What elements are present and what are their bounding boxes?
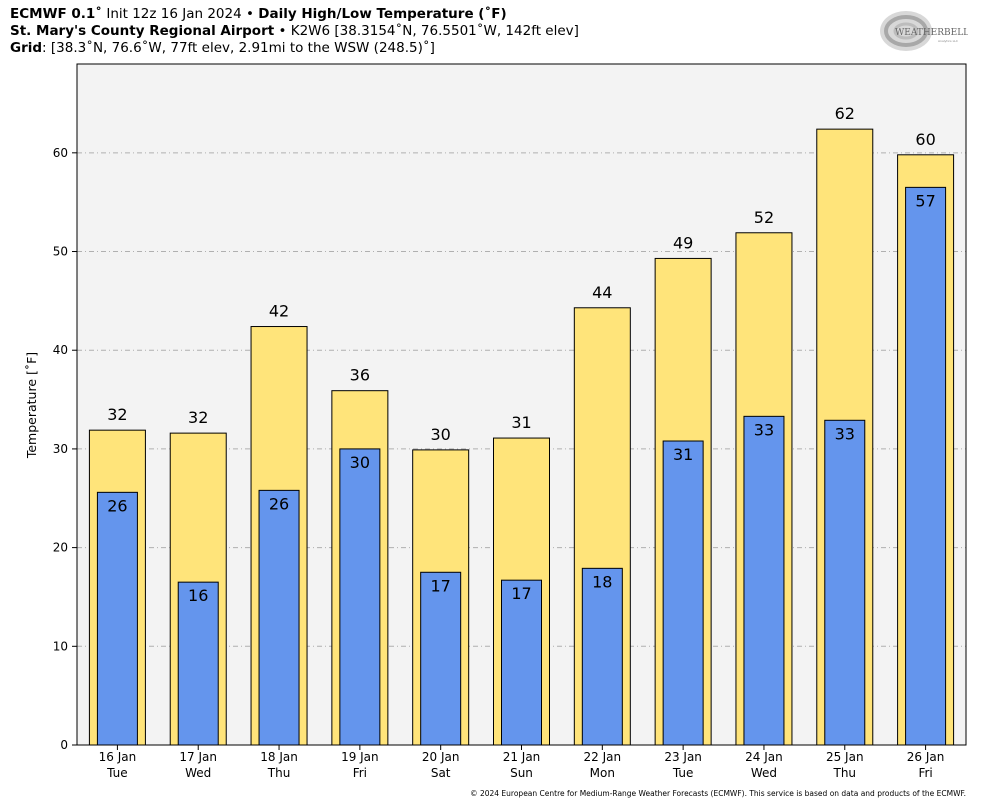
chart-header-line-1: ECMWF 0.1˚ Init 12z 16 Jan 2024 • Daily … xyxy=(10,6,507,23)
y-tick-label: 60 xyxy=(53,146,68,160)
x-tick-date: 21 Jan xyxy=(503,750,541,764)
high-temp-label: 31 xyxy=(511,413,531,432)
copyright-footer: © 2024 European Centre for Medium-Range … xyxy=(470,789,966,798)
low-temp-label: 31 xyxy=(673,445,693,464)
weatherbell-logo: WEATHERBELL Analytics LLC xyxy=(880,11,968,51)
low-temp-bar xyxy=(420,571,462,746)
low-temp-label: 26 xyxy=(107,496,127,515)
high-temp-label: 52 xyxy=(754,208,774,227)
low-temp-bar xyxy=(339,448,381,746)
x-tick-weekday: Sat xyxy=(431,766,451,780)
low-temp-label: 30 xyxy=(350,453,370,472)
low-temp-label: 26 xyxy=(269,494,289,513)
low-temp-bar xyxy=(743,415,785,746)
x-tick-date: 17 Jan xyxy=(179,750,217,764)
x-tick-date: 16 Jan xyxy=(99,750,137,764)
x-tick-date: 25 Jan xyxy=(826,750,864,764)
low-temp-label: 17 xyxy=(511,584,531,603)
high-temp-label: 32 xyxy=(188,408,208,427)
low-temp-label: 33 xyxy=(835,424,855,443)
grid-detail: : [38.3˚N, 76.6˚W, 77ft elev, 2.91mi to … xyxy=(42,40,435,56)
y-tick-label: 10 xyxy=(53,639,68,653)
high-temp-label: 36 xyxy=(350,366,370,385)
x-tick-date: 20 Jan xyxy=(422,750,460,764)
grid-label: Grid xyxy=(10,40,43,56)
low-temp-label: 33 xyxy=(754,420,774,439)
station-name: St. Mary's County Regional Airport xyxy=(10,23,275,39)
high-temp-label: 62 xyxy=(835,104,855,123)
x-tick-weekday: Sun xyxy=(510,766,533,780)
high-temp-label: 32 xyxy=(107,405,127,424)
model-name: ECMWF 0.1˚ xyxy=(10,6,103,22)
high-temp-label: 42 xyxy=(269,302,289,321)
y-tick-label: 20 xyxy=(53,541,68,555)
low-temp-bar xyxy=(96,491,138,746)
y-axis-label: Temperature [˚F] xyxy=(24,352,39,459)
chart-header-line-2: St. Mary's County Regional Airport • K2W… xyxy=(10,23,579,40)
y-tick-label: 0 xyxy=(60,738,68,752)
x-tick-weekday: Fri xyxy=(353,766,367,780)
low-temp-label: 17 xyxy=(431,576,451,595)
x-tick-weekday: Thu xyxy=(267,766,291,780)
high-temp-label: 44 xyxy=(592,283,612,302)
init-time: Init 12z 16 Jan 2024 • xyxy=(102,6,259,22)
x-tick-date: 26 Jan xyxy=(907,750,945,764)
high-temp-label: 30 xyxy=(431,425,451,444)
low-temp-label: 18 xyxy=(592,572,612,591)
x-tick-weekday: Wed xyxy=(185,766,211,780)
axes: 0 10 20 30 40 50 60 16 Jan Tue 17 Jan Wed 18 Jan Thu… xyxy=(53,146,945,780)
chart-header-line-3: Grid: [38.3˚N, 76.6˚W, 77ft elev, 2.91mi… xyxy=(10,40,435,57)
low-temp-bar xyxy=(824,419,866,746)
low-temp-bar xyxy=(581,567,623,746)
low-temp-label: 57 xyxy=(915,191,935,210)
y-tick-label: 40 xyxy=(53,343,68,357)
x-tick-weekday: Wed xyxy=(751,766,777,780)
y-tick-label: 50 xyxy=(53,245,68,259)
x-tick-date: 24 Jan xyxy=(745,750,783,764)
x-tick-weekday: Fri xyxy=(918,766,932,780)
x-tick-date: 18 Jan xyxy=(260,750,298,764)
x-tick-weekday: Tue xyxy=(672,766,694,780)
x-tick-date: 23 Jan xyxy=(664,750,702,764)
x-tick-date: 22 Jan xyxy=(584,750,622,764)
logo-text: WEATHERBELL xyxy=(895,28,968,38)
low-temp-bar xyxy=(501,579,542,746)
low-temp-label: 16 xyxy=(188,586,208,605)
x-tick-weekday: Mon xyxy=(590,766,615,780)
y-tick-label: 30 xyxy=(53,442,68,456)
x-tick-weekday: Tue xyxy=(106,766,128,780)
x-tick-date: 19 Jan xyxy=(341,750,379,764)
low-temp-bar xyxy=(662,440,704,746)
high-temp-label: 49 xyxy=(673,233,693,252)
product-name: Daily High/Low Temperature (˚F) xyxy=(258,6,507,22)
high-temp-label: 60 xyxy=(915,130,935,149)
station-detail: • K2W6 [38.3154˚N, 76.5501˚W, 142ft elev… xyxy=(274,23,579,39)
low-temp-bar xyxy=(258,489,300,746)
x-tick-weekday: Thu xyxy=(832,766,856,780)
low-temp-bar xyxy=(905,186,947,746)
low-temp-bar xyxy=(177,581,219,746)
logo-subtext: Analytics LLC xyxy=(938,39,958,43)
